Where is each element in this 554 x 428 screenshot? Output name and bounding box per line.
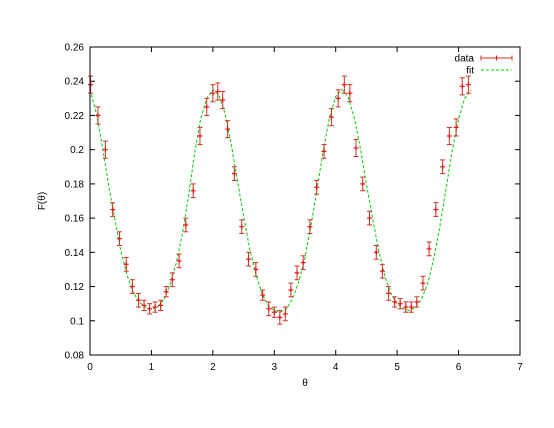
y-tick-label: 0.18: [65, 179, 85, 190]
x-tick-label: 1: [149, 362, 155, 373]
data-point: [129, 279, 135, 294]
data-point: [347, 84, 353, 103]
data-series: [88, 75, 471, 325]
data-point: [341, 75, 347, 94]
data-point: [190, 183, 196, 199]
y-tick-label: 0.26: [65, 43, 85, 54]
data-point: [163, 286, 169, 298]
data-point: [183, 217, 189, 233]
data-point: [245, 251, 251, 267]
x-tick-label: 0: [87, 362, 93, 373]
data-point: [408, 301, 414, 313]
data-point: [266, 301, 272, 317]
x-tick-label: 2: [210, 362, 216, 373]
data-point: [433, 202, 439, 217]
data-point: [465, 75, 471, 94]
data-point: [158, 299, 164, 312]
x-tick-label: 6: [456, 362, 462, 373]
data-point: [386, 286, 392, 301]
x-tick-label: 3: [272, 362, 278, 373]
data-point: [426, 241, 432, 257]
legend: data fit: [455, 54, 513, 77]
data-point: [210, 84, 216, 103]
y-axis-ticks: 0.08 0.1 0.12 0.14 0.16 0.18 0.2 0.22 0.24 0.26: [65, 43, 520, 362]
data-point: [414, 296, 420, 308]
data-point: [379, 263, 385, 279]
data-point: [453, 118, 459, 137]
y-tick-label: 0.24: [65, 77, 85, 88]
data-point: [152, 301, 158, 313]
data-point: [147, 303, 153, 315]
data-point: [215, 82, 221, 101]
x-axis-label: θ: [302, 378, 308, 389]
data-point: [141, 299, 147, 312]
y-tick-label: 0.12: [65, 282, 85, 293]
y-axis-label: F(θ): [37, 192, 48, 210]
data-point: [367, 210, 372, 226]
data-point: [253, 262, 259, 277]
data-point: [403, 301, 409, 313]
data-point: [231, 166, 237, 181]
data-point: [116, 231, 122, 246]
fit-series: [89, 89, 472, 313]
data-point: [169, 272, 175, 288]
data-point: [277, 310, 283, 325]
y-tick-label: 0.14: [65, 248, 85, 259]
y-tick-label: 0.2: [70, 145, 84, 156]
y-tick-label: 0.1: [70, 316, 84, 327]
legend-entry-fit: fit: [466, 66, 474, 77]
data-point: [239, 219, 245, 235]
y-tick-label: 0.22: [65, 111, 85, 122]
data-point: [446, 126, 452, 146]
data-point: [136, 292, 142, 308]
x-tick-label: 4: [333, 362, 339, 373]
x-tick-label: 7: [517, 362, 523, 373]
data-point: [335, 89, 341, 108]
data-point: [360, 176, 366, 192]
data-point: [282, 306, 288, 322]
data-point: [123, 256, 129, 272]
data-point: [225, 120, 231, 139]
data-point: [260, 289, 266, 301]
data-point: [328, 108, 334, 127]
data-point: [176, 253, 182, 269]
data-point: [353, 138, 359, 158]
data-point: [420, 275, 426, 291]
data-point: [294, 265, 300, 281]
data-point: [110, 202, 116, 217]
x-axis-ticks: 0 1 2 3 4 5 6 7: [87, 47, 523, 373]
legend-entry-data: data: [455, 54, 475, 65]
data-point: [397, 298, 403, 310]
y-tick-label: 0.08: [65, 351, 85, 362]
x-tick-label: 5: [394, 362, 400, 373]
data-point: [300, 255, 306, 270]
data-point: [321, 144, 327, 159]
data-point: [440, 159, 446, 175]
data-point: [88, 75, 94, 94]
data-point: [392, 296, 398, 308]
plot-area-frame: [89, 46, 521, 356]
data-point: [307, 219, 313, 235]
data-point: [95, 106, 101, 125]
fit-curve: [89, 89, 472, 313]
data-point: [459, 77, 465, 96]
data-point: [102, 140, 108, 159]
legend-sample-data: [480, 55, 513, 61]
data-point: [288, 282, 294, 298]
y-tick-label: 0.16: [65, 214, 85, 225]
data-point: [204, 97, 210, 116]
data-point: [373, 244, 379, 260]
data-point: [314, 179, 320, 195]
data-point: [197, 126, 203, 146]
data-point: [220, 90, 226, 110]
data-point: [271, 306, 277, 318]
